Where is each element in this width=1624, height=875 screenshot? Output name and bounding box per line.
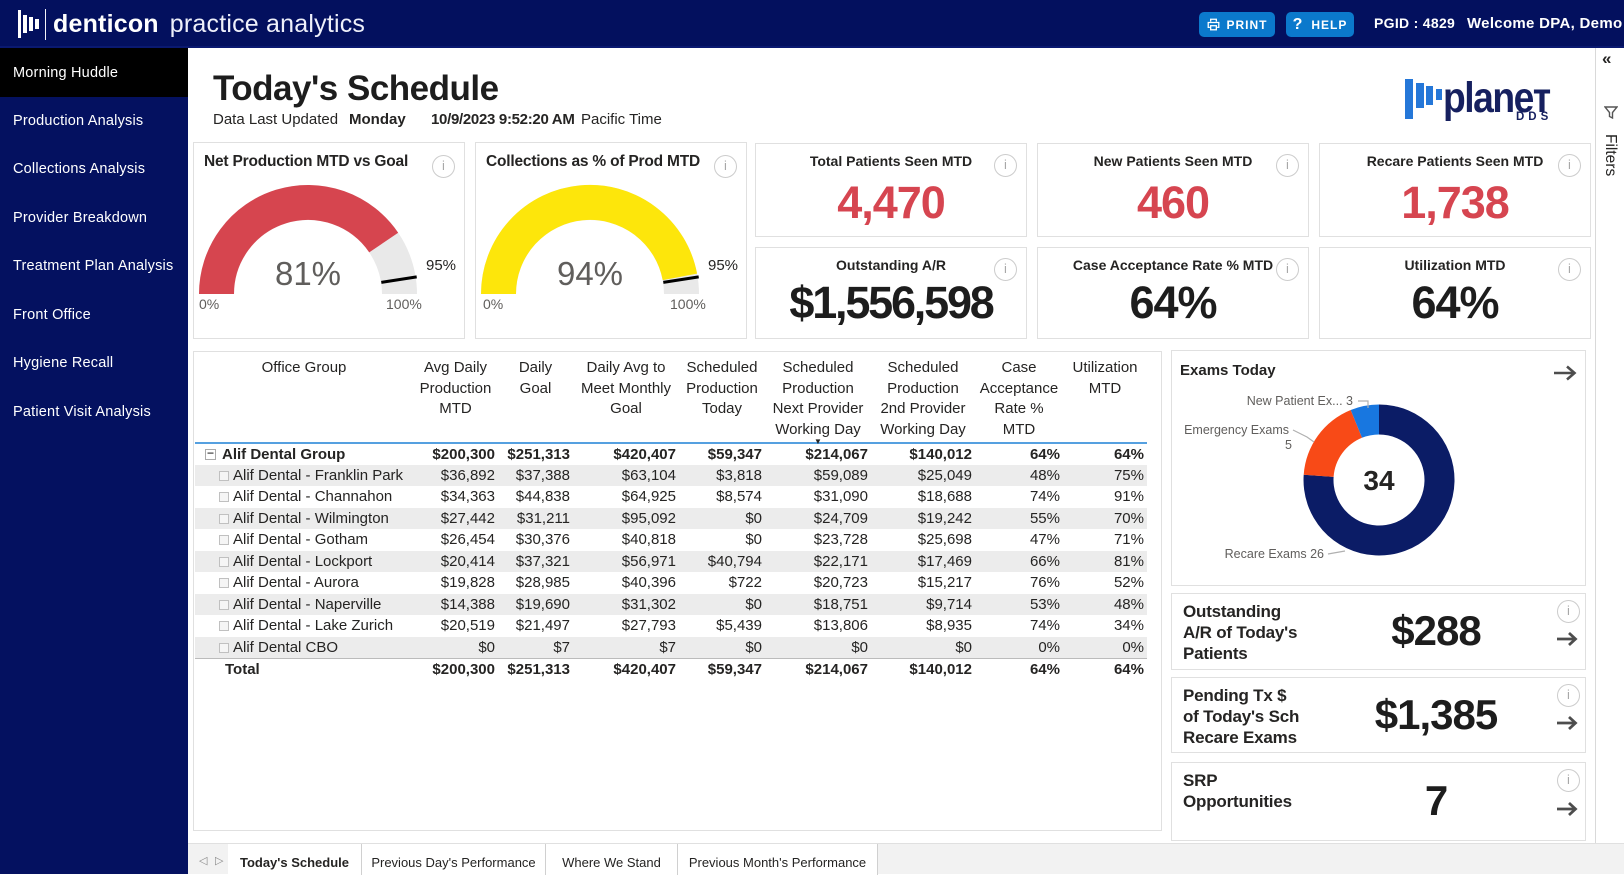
svg-text:5: 5 (1285, 438, 1292, 452)
svg-text:Emergency Exams: Emergency Exams (1184, 423, 1289, 437)
svg-text:Recare Exams 26: Recare Exams 26 (1225, 547, 1324, 561)
svg-text:New Patient Ex... 3: New Patient Ex... 3 (1247, 394, 1353, 408)
svg-text:34: 34 (1363, 465, 1395, 496)
